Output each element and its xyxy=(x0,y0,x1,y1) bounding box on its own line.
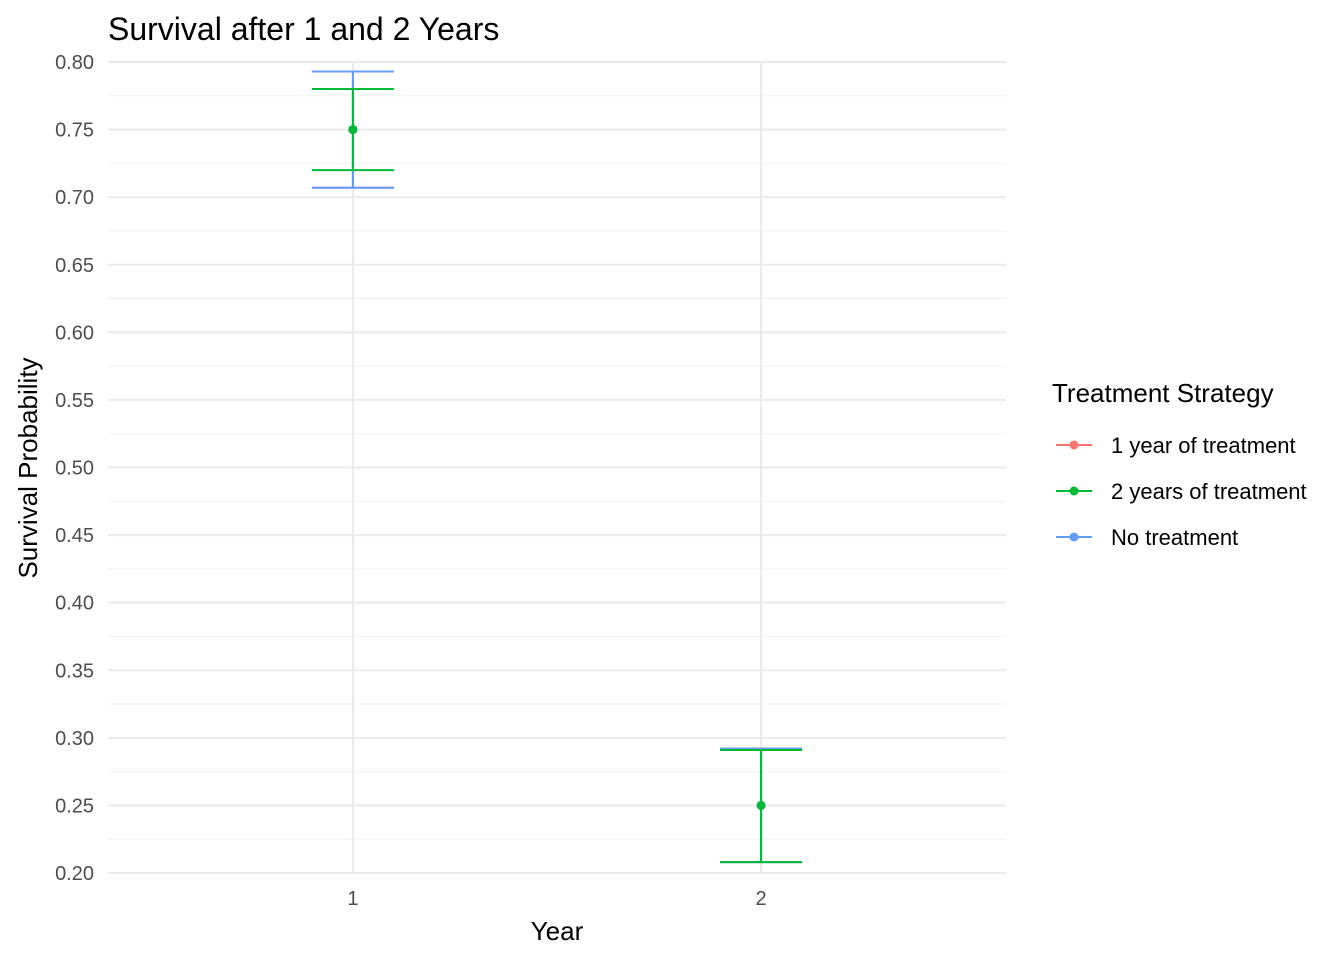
y-tick-label: 0.75 xyxy=(55,120,94,142)
legend-label: 1 year of treatment xyxy=(1111,433,1296,458)
x-tick-label: 1 xyxy=(347,888,358,910)
grid-lines xyxy=(108,61,1006,874)
legend: Treatment Strategy 1 year of treatment 2 … xyxy=(1052,378,1307,550)
y-tick-label: 0.55 xyxy=(55,390,94,412)
data-point xyxy=(348,125,358,135)
legend-key-point xyxy=(1069,532,1079,542)
y-tick-label: 0.80 xyxy=(55,52,94,74)
y-tick-label: 0.30 xyxy=(55,728,94,750)
x-tick-label: 2 xyxy=(756,888,767,910)
legend-label: No treatment xyxy=(1111,525,1238,550)
legend-key-point xyxy=(1069,440,1079,450)
y-tick-label: 0.25 xyxy=(55,795,94,817)
legend-item: 2 years of treatment xyxy=(1056,479,1307,504)
chart-title: Survival after 1 and 2 Years xyxy=(108,11,499,47)
legend-title: Treatment Strategy xyxy=(1052,378,1274,408)
data-marks xyxy=(311,70,803,864)
data-point xyxy=(756,800,766,810)
y-axis-title: Survival Probability xyxy=(13,357,43,578)
legend-item: No treatment xyxy=(1056,525,1238,550)
y-tick-label: 0.40 xyxy=(55,593,94,615)
y-tick-label: 0.70 xyxy=(55,187,94,209)
y-tick-label: 0.65 xyxy=(55,255,94,277)
legend-key-point xyxy=(1069,486,1079,496)
legend-item: 1 year of treatment xyxy=(1056,433,1296,458)
legend-label: 2 years of treatment xyxy=(1111,479,1307,504)
axis-labels: 0.20 0.25 0.30 0.35 0.40 0.45 0.50 0.55 0.60 0.65… xyxy=(55,52,767,910)
y-tick-label: 0.20 xyxy=(55,863,94,885)
y-tick-label: 0.60 xyxy=(55,322,94,344)
y-tick-label: 0.50 xyxy=(55,458,94,480)
legend-items: 1 year of treatment 2 years of treatment N… xyxy=(1056,433,1307,550)
x-axis-title: Year xyxy=(531,916,584,946)
series-2-years-of-treatment xyxy=(311,88,803,864)
y-tick-label: 0.45 xyxy=(55,525,94,547)
y-tick-label: 0.35 xyxy=(55,660,94,682)
